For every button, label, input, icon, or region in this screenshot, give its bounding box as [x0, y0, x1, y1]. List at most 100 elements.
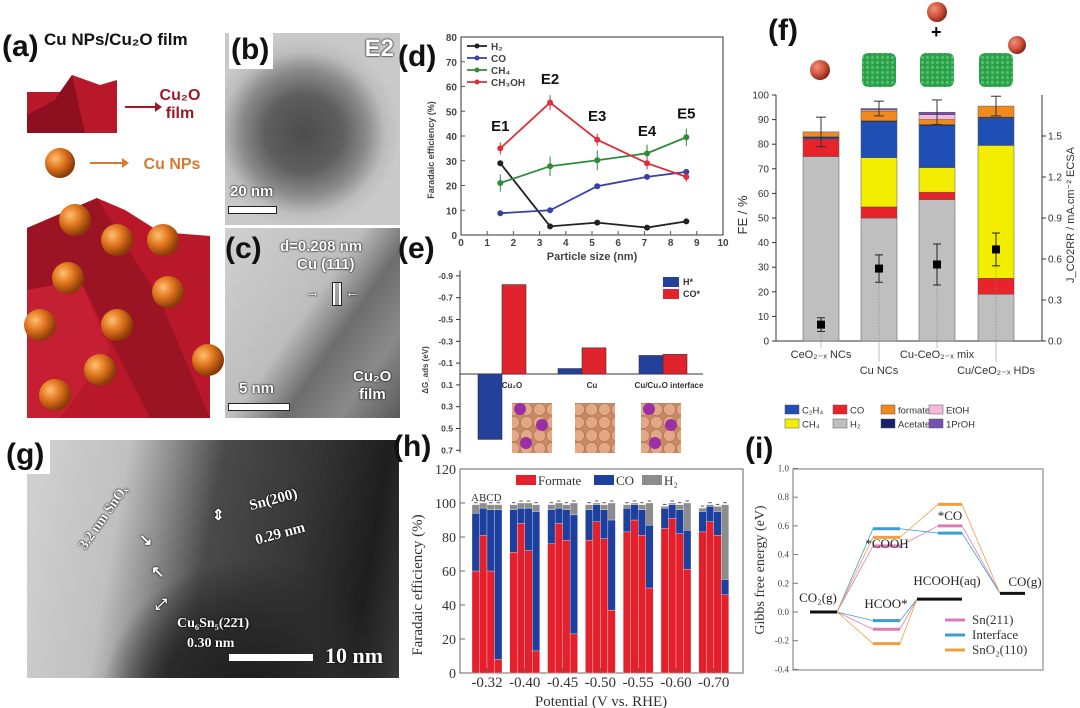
y-tick-label: 0	[451, 231, 457, 242]
data-point	[644, 150, 651, 157]
bar	[662, 354, 688, 375]
cu-nanocube-icon	[979, 53, 1013, 87]
y2-tick-label: 0.9	[1048, 214, 1062, 225]
y-tick-label: 10	[446, 206, 458, 217]
film-label-line1: Cu₂O	[160, 87, 201, 104]
cu-nanoparticle-icon	[101, 309, 133, 341]
legend-label: EtOH	[946, 406, 969, 417]
y-tick-label: 20	[758, 287, 770, 298]
stacked-bar-segment	[486, 509, 495, 572]
current-density-marker	[992, 245, 1000, 254]
data-point	[683, 134, 690, 141]
stacked-bar-segment	[668, 502, 677, 505]
legend-swatch	[784, 418, 800, 429]
y-tick-label: 30	[758, 263, 770, 274]
x-axis-label: Potential (V vs. RHE)	[535, 694, 667, 708]
y-tick-label: 60	[442, 565, 456, 580]
y-tick-label: 120	[435, 463, 456, 478]
y-tick-label: 30	[446, 157, 458, 168]
stacked-bar-segment	[683, 502, 692, 531]
y-tick-label: 1.0	[778, 464, 790, 474]
stacked-bar-segment	[517, 507, 525, 524]
cusn-spacing-label: 0.30 nm	[187, 636, 235, 651]
cu-nanoparticle-icon	[39, 379, 71, 411]
cu-nanoparticle-icon	[101, 224, 133, 256]
legend-marker	[474, 67, 480, 73]
ceo2-nanocube-icon	[810, 60, 830, 80]
stacked-bar-segment	[494, 504, 503, 510]
y-tick-label: 20	[442, 633, 456, 648]
region-label-line1: Cu₂O	[353, 368, 392, 385]
arrow-left-icon: ←	[345, 284, 360, 301]
subgroup-label: ABCD	[471, 492, 502, 504]
stacked-bar-segment	[607, 609, 616, 674]
cu-nanoparticle-icon	[152, 276, 184, 308]
y-tick-label: -0.5	[438, 315, 453, 325]
y-tick-label: 50	[446, 107, 458, 118]
y2-tick-label: 0.6	[1048, 255, 1062, 266]
data-point	[497, 210, 504, 217]
chart-e: -0.9 -0.7 -0.5 -0.3 -0.1 0.1 0.3 0.5 0.7 ΔG_ads (…	[421, 270, 704, 455]
legend-label: Acetate	[898, 420, 930, 431]
y-axis-label: ΔG_ads (eV)	[421, 346, 430, 394]
data-point	[547, 163, 554, 170]
panel-label-g: (g)	[2, 438, 51, 474]
stacked-bar-segment	[623, 531, 631, 674]
legend-label: SnO₂(110)	[972, 642, 1027, 657]
oxygen-atom-icon	[536, 419, 548, 431]
y-axis-label: Faradaic efficiency (%)	[410, 514, 426, 655]
x-tick-label: 7	[642, 238, 648, 249]
category-label: Cu/CeO₂₋ₓ HDs	[957, 365, 1035, 377]
stacked-bar-segment	[471, 513, 480, 572]
data-point	[644, 173, 651, 180]
y2-tick-label: 1.2	[1048, 173, 1062, 184]
stacked-bar-segment	[860, 121, 898, 158]
stacked-bar-segment	[569, 514, 578, 635]
legend-swatch	[516, 475, 536, 485]
y-tick-label: 0.8	[778, 492, 790, 502]
cu-nanoparticle-icon	[59, 204, 91, 236]
cu-nanoparticle-icon	[84, 354, 116, 386]
connector-line	[836, 503, 1001, 613]
legend-label: CH₃OH	[491, 78, 525, 89]
y-tick-label: 40	[446, 132, 458, 143]
y-tick-label: 0.2	[778, 578, 789, 588]
stacked-bar-segment	[706, 504, 714, 507]
legend-label: formate	[898, 406, 930, 417]
y-tick-label: 0.6	[778, 521, 790, 531]
stacked-bar-segment	[494, 509, 503, 660]
stacked-bar-segment	[623, 507, 631, 533]
data-point	[547, 99, 554, 106]
stacked-bar-segment	[486, 504, 495, 510]
x-tick-label: -0.50	[585, 675, 616, 691]
state-label: CO(g)	[1008, 574, 1041, 589]
legend-marker	[474, 43, 480, 49]
y2-tick-label: 1.5	[1048, 132, 1062, 143]
x-tick-label: 4	[563, 238, 569, 249]
stacked-bar-segment	[554, 523, 563, 674]
stacked-bar-segment	[706, 506, 714, 522]
point-annotation: E1	[491, 118, 509, 135]
stacked-bar-segment	[638, 504, 646, 510]
current-density-marker	[817, 320, 825, 329]
y-tick-label: 60	[758, 189, 770, 200]
data-point	[497, 180, 504, 187]
stacked-bar-segment	[713, 535, 722, 674]
stacked-bar-segment	[562, 540, 571, 674]
y-tick-label: -0.7	[438, 293, 453, 303]
data-point	[594, 157, 601, 164]
y-tick-label: 60	[446, 83, 458, 94]
tem-image-c: d=0.208 nm Cu (111) → ← Cu₂O film 5 nm	[225, 228, 400, 418]
y-tick-label: 20	[446, 182, 458, 193]
oxygen-atom-icon	[649, 437, 661, 449]
x-tick-label: -0.60	[660, 675, 691, 691]
x-tick-label: 3	[537, 238, 543, 249]
stacked-bar-segment	[918, 167, 956, 193]
stacked-bar-segment	[479, 507, 488, 536]
stacked-bar-segment	[532, 511, 540, 652]
arrow-icon: ↖	[151, 564, 165, 581]
stacked-bar-segment	[638, 509, 646, 536]
oxygen-atom-icon	[643, 403, 655, 415]
y-tick-label: 0.7	[441, 445, 453, 455]
